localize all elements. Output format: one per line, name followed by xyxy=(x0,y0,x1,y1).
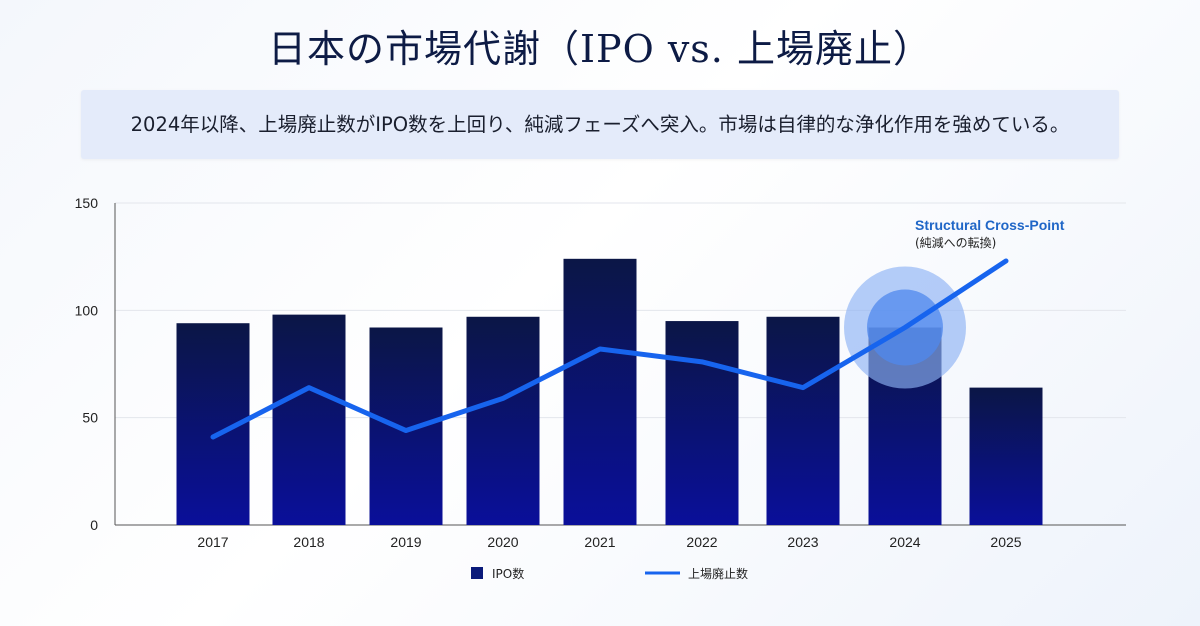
x-tick-label: 2021 xyxy=(584,534,615,550)
page-title: 日本の市場代謝（IPO vs. 上場廃止） xyxy=(268,27,932,71)
bar-ipo xyxy=(563,258,637,525)
legend-delisting-label: 上場廃止数 xyxy=(688,566,748,581)
legend-ipo-label: IPO数 xyxy=(492,566,524,581)
tick-labels: 0 50 100 150 2017 2018 2019 2020 2021 2022 2023 202… xyxy=(75,195,1022,550)
x-tick-label: 2020 xyxy=(487,534,518,550)
x-tick-label: 2025 xyxy=(990,534,1021,550)
y-tick-label: 50 xyxy=(82,410,98,426)
subtitle-banner: 2024年以降、上場廃止数がIPO数を上回り、純減フェーズへ突入。市場は自律的な… xyxy=(81,90,1119,159)
annotation: Structural Cross-Point (純減への転換) xyxy=(915,217,1065,250)
bar-ipo xyxy=(665,321,739,525)
subtitle-text: 2024年以降、上場廃止数がIPO数を上回り、純減フェーズへ突入。市場は自律的な… xyxy=(130,113,1070,136)
x-tick-label: 2018 xyxy=(293,534,324,550)
y-tick-label: 100 xyxy=(75,302,99,318)
bar-ipo xyxy=(969,387,1043,525)
x-tick-label: 2024 xyxy=(889,534,920,550)
y-tick-label: 150 xyxy=(75,195,99,211)
y-tick-label: 0 xyxy=(90,517,98,533)
x-tick-label: 2023 xyxy=(787,534,818,550)
bar-ipo xyxy=(466,316,540,525)
line-delisting-series xyxy=(210,258,1009,440)
legend: IPO数 上場廃止数 xyxy=(471,566,748,581)
delisting-line xyxy=(210,258,1009,440)
legend-ipo-swatch xyxy=(471,567,483,579)
x-tick-label: 2022 xyxy=(686,534,717,550)
x-tick-label: 2019 xyxy=(390,534,421,550)
bar-ipo xyxy=(272,314,346,525)
bar-ipo xyxy=(766,316,840,525)
annotation-subtitle: (純減への転換) xyxy=(915,235,996,250)
x-tick-label: 2017 xyxy=(197,534,228,550)
annotation-title: Structural Cross-Point xyxy=(915,217,1065,233)
bar-ipo xyxy=(369,327,443,525)
bars xyxy=(176,258,1043,525)
